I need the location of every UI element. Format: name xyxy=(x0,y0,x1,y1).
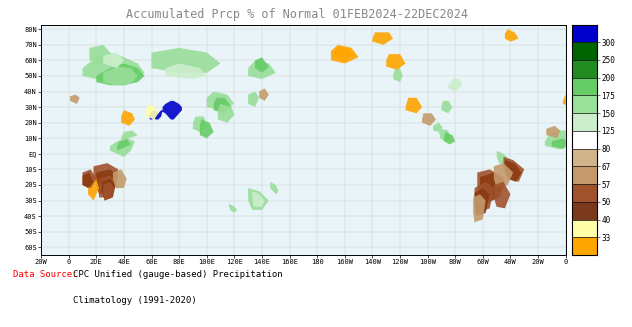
Text: Climatology (1991-2020): Climatology (1991-2020) xyxy=(73,296,197,305)
Polygon shape xyxy=(494,163,513,188)
Polygon shape xyxy=(166,63,207,79)
Polygon shape xyxy=(88,179,99,200)
Polygon shape xyxy=(552,138,568,149)
Bar xyxy=(572,95,597,113)
Polygon shape xyxy=(229,204,237,213)
Polygon shape xyxy=(448,79,462,92)
Polygon shape xyxy=(504,157,524,182)
Polygon shape xyxy=(83,53,145,82)
Bar xyxy=(572,237,597,255)
Polygon shape xyxy=(505,160,521,182)
Polygon shape xyxy=(94,163,118,188)
Polygon shape xyxy=(334,48,353,60)
Polygon shape xyxy=(433,123,443,132)
Polygon shape xyxy=(149,110,159,120)
Polygon shape xyxy=(152,48,221,73)
Polygon shape xyxy=(248,92,259,107)
Bar xyxy=(572,131,597,149)
Polygon shape xyxy=(121,130,138,141)
Polygon shape xyxy=(103,67,138,85)
Polygon shape xyxy=(480,173,505,204)
Bar xyxy=(572,78,597,95)
Polygon shape xyxy=(83,169,96,188)
Bar xyxy=(572,42,597,60)
Polygon shape xyxy=(218,104,234,123)
Polygon shape xyxy=(563,95,576,107)
Polygon shape xyxy=(248,188,269,210)
Polygon shape xyxy=(121,110,135,126)
Polygon shape xyxy=(505,29,519,42)
Polygon shape xyxy=(113,169,126,188)
Bar xyxy=(572,184,597,202)
Polygon shape xyxy=(422,113,436,126)
Polygon shape xyxy=(494,182,511,208)
Bar xyxy=(572,202,597,220)
Bar xyxy=(572,60,597,78)
Polygon shape xyxy=(83,173,94,188)
Polygon shape xyxy=(248,60,276,79)
Bar xyxy=(572,113,597,131)
Polygon shape xyxy=(331,45,358,63)
Polygon shape xyxy=(546,126,560,138)
Polygon shape xyxy=(214,98,231,113)
Polygon shape xyxy=(439,129,450,141)
Polygon shape xyxy=(99,176,117,198)
Polygon shape xyxy=(475,182,494,213)
Polygon shape xyxy=(545,130,580,149)
Polygon shape xyxy=(406,98,422,113)
Text: Data Source:: Data Source: xyxy=(13,270,77,279)
Polygon shape xyxy=(103,182,114,200)
Polygon shape xyxy=(154,110,162,120)
Text: Accumulated Prcp % of Normal 01FEB2024-22DEC2024: Accumulated Prcp % of Normal 01FEB2024-2… xyxy=(126,8,468,21)
Polygon shape xyxy=(393,68,403,82)
Text: CPC Unified (gauge-based) Precipitation: CPC Unified (gauge-based) Precipitation xyxy=(73,270,283,279)
Polygon shape xyxy=(386,54,406,70)
Bar xyxy=(572,25,597,42)
Polygon shape xyxy=(102,179,116,200)
Polygon shape xyxy=(96,63,145,85)
Polygon shape xyxy=(161,101,182,120)
Polygon shape xyxy=(441,101,453,113)
Polygon shape xyxy=(70,95,80,104)
Polygon shape xyxy=(372,32,393,45)
Polygon shape xyxy=(252,191,265,207)
Polygon shape xyxy=(96,169,118,194)
Polygon shape xyxy=(255,57,269,73)
Bar xyxy=(572,166,597,184)
Bar xyxy=(572,220,597,237)
Polygon shape xyxy=(89,45,110,63)
Polygon shape xyxy=(207,92,234,110)
Polygon shape xyxy=(110,138,135,157)
Polygon shape xyxy=(200,120,214,138)
Polygon shape xyxy=(270,182,279,194)
Polygon shape xyxy=(444,132,455,145)
Polygon shape xyxy=(117,138,131,151)
Bar xyxy=(572,149,597,166)
Polygon shape xyxy=(146,104,159,120)
Polygon shape xyxy=(103,53,124,68)
Polygon shape xyxy=(475,188,490,216)
Polygon shape xyxy=(477,169,504,198)
Polygon shape xyxy=(473,194,485,222)
Polygon shape xyxy=(497,151,511,166)
Polygon shape xyxy=(193,116,207,132)
Polygon shape xyxy=(259,88,269,101)
